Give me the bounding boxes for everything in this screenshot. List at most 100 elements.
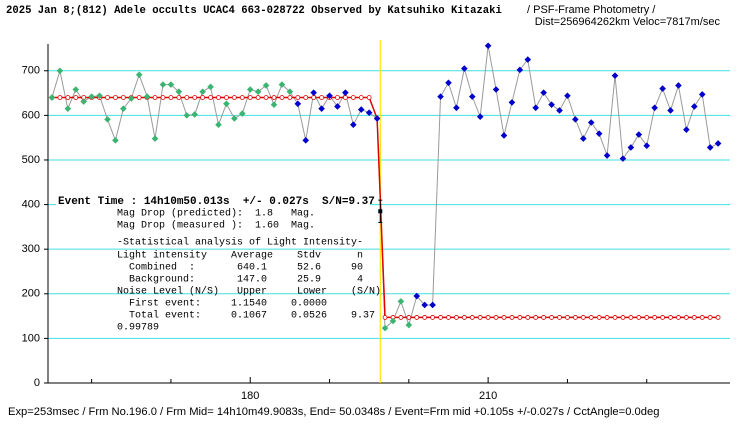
annotation: Event Time : 14h10m50.013s +/- 0.027s S/… — [58, 196, 375, 208]
model-marker — [192, 95, 198, 100]
observed-point — [492, 86, 500, 93]
observed-point — [691, 103, 698, 110]
model-marker — [208, 95, 213, 100]
model-marker — [699, 315, 705, 320]
y-tick-label: 200 — [22, 288, 40, 300]
model-marker — [660, 315, 665, 320]
observed-point — [191, 111, 199, 118]
observed-point — [183, 112, 191, 119]
observed-point — [603, 152, 611, 159]
model-marker — [565, 315, 570, 320]
model-marker — [691, 315, 697, 320]
annotation: Total event: 0.1067 0.0526 9.37 — [117, 310, 375, 322]
observed-point — [135, 71, 143, 79]
model-marker — [247, 95, 253, 100]
model-marker — [105, 95, 110, 100]
annotation: -Statistical analysis of Light Intensity… — [117, 237, 363, 249]
model-marker — [517, 315, 523, 320]
model-marker — [176, 95, 182, 100]
observed-point — [516, 66, 524, 74]
observed-point — [286, 88, 294, 96]
model-marker — [533, 315, 539, 320]
observed-point — [579, 135, 587, 142]
model-marker — [216, 95, 221, 100]
observed-point — [342, 89, 349, 96]
model-marker — [501, 315, 507, 320]
model-marker — [541, 315, 547, 320]
observed-point — [484, 42, 492, 50]
model-marker — [200, 95, 206, 100]
observed-point — [564, 92, 571, 100]
y-tick-label: 700 — [22, 65, 40, 77]
model-marker — [160, 95, 166, 100]
observed-point — [635, 131, 643, 138]
event-point — [378, 209, 383, 214]
model-marker — [461, 315, 467, 320]
model-marker — [477, 315, 483, 320]
observed-point — [500, 132, 508, 139]
annotation-bg — [56, 194, 370, 207]
model-marker — [485, 315, 491, 320]
observed-point — [421, 301, 428, 309]
observed-point — [159, 81, 167, 88]
annotation: Noise Level (N/S) Upper Lower (S/N) — [117, 286, 381, 298]
observed-point — [302, 137, 310, 144]
observed-point — [572, 116, 579, 123]
model-marker — [184, 95, 190, 100]
observed-point — [167, 81, 175, 88]
model-marker — [279, 95, 285, 100]
y-tick-label: 100 — [22, 332, 40, 344]
observed-point — [468, 93, 476, 100]
observed-point — [453, 104, 460, 112]
observed-point — [215, 121, 222, 129]
observed-point — [667, 107, 674, 114]
observed-point — [207, 83, 214, 91]
model-marker — [557, 315, 562, 320]
observed-point — [223, 100, 230, 108]
observed-point — [96, 92, 103, 100]
observed-point — [270, 101, 278, 108]
observed-point — [262, 82, 270, 89]
observed-point — [619, 155, 627, 162]
observed-point — [532, 104, 540, 112]
observed-point — [143, 93, 151, 100]
model-marker — [509, 315, 515, 320]
chart-subtitle: Dist=256964262km Veloc=7817m/sec — [535, 16, 721, 28]
observed-point — [373, 115, 381, 122]
observed-point — [48, 94, 56, 101]
model-marker — [612, 315, 618, 320]
model-marker — [549, 315, 554, 320]
observed-point — [199, 88, 206, 96]
model-marker — [152, 95, 158, 100]
observed-point — [231, 115, 238, 122]
y-tick-label: 600 — [22, 109, 40, 121]
observed-point — [318, 105, 325, 112]
observed-point — [365, 109, 373, 116]
observed-point — [310, 89, 317, 96]
model-marker — [707, 315, 713, 320]
observed-point — [104, 116, 111, 123]
model-marker — [136, 95, 142, 100]
observed-point — [683, 126, 690, 133]
model-marker — [382, 315, 388, 320]
observed-point — [714, 140, 722, 147]
model-marker — [271, 95, 277, 100]
model-marker — [311, 95, 317, 100]
model-marker — [239, 95, 245, 100]
observed-point — [151, 135, 159, 142]
observed-point — [88, 93, 95, 100]
observed-point — [643, 142, 651, 149]
observed-point — [350, 121, 357, 129]
model-marker — [676, 315, 681, 320]
model-marker — [596, 315, 602, 320]
observed-point — [437, 93, 444, 100]
model-marker — [231, 95, 237, 100]
model-marker — [652, 315, 658, 320]
y-tick-label: 500 — [22, 154, 40, 166]
y-tick-label: 0 — [34, 377, 40, 389]
model-marker — [263, 95, 269, 100]
observed-point — [56, 67, 64, 75]
observed-point — [397, 298, 405, 305]
chart-subtitle: / PSF-Frame Photometry / — [527, 4, 656, 16]
